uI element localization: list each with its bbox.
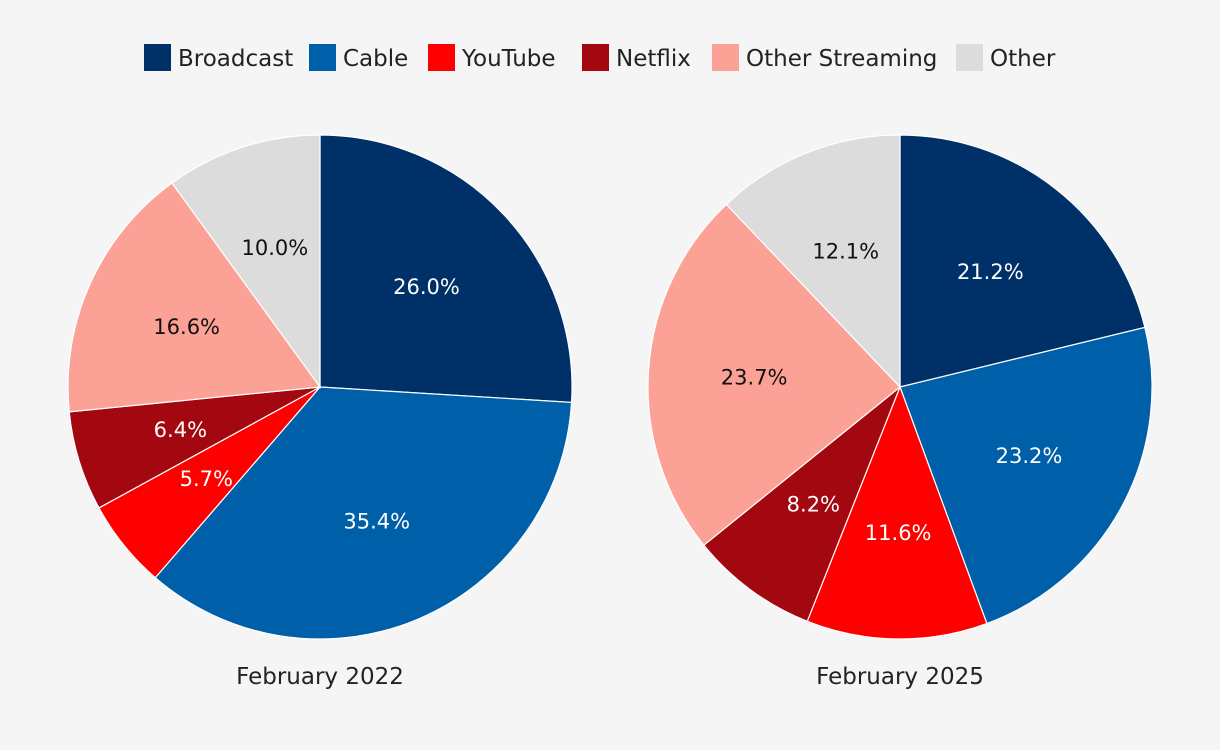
slice-label-cable: 23.2%	[996, 444, 1063, 468]
legend-label-other-streaming: Other Streaming	[746, 46, 937, 72]
slice-label-broadcast: 26.0%	[393, 275, 460, 299]
pie-title: February 2025	[816, 664, 984, 690]
pie-chart-february-2025: 21.2% 23.2% 11.6% 8.2% 23.7% 12.1% February 20…	[647, 134, 1153, 690]
pie-slice-broadcast	[319, 134, 573, 404]
pie-slice-other	[171, 134, 321, 389]
legend-label-other: Other	[990, 46, 1056, 72]
pie-slice-other-streaming	[67, 182, 322, 413]
pie-slice-other-streaming	[647, 203, 901, 547]
pie-slice-netflix	[702, 385, 902, 623]
slice-label-cable: 35.4%	[343, 510, 410, 534]
pie-slice-cable	[899, 326, 1153, 625]
legend-swatch-other	[956, 44, 983, 71]
slice-label-other-streaming: 16.6%	[153, 315, 220, 339]
legend-label-cable: Cable	[343, 46, 408, 72]
pie-slice-cable	[154, 386, 573, 640]
legend-label-netflix: Netflix	[616, 46, 691, 72]
slice-label-youtube: 11.6%	[865, 521, 932, 545]
legend-label-broadcast: Broadcast	[178, 46, 293, 72]
legend-swatch-broadcast	[144, 44, 171, 71]
pie-title: February 2022	[236, 664, 404, 690]
slice-label-netflix: 8.2%	[787, 493, 840, 517]
slice-label-other: 12.1%	[812, 239, 879, 263]
slice-label-netflix: 6.4%	[154, 418, 207, 442]
slice-label-other-streaming: 23.7%	[721, 365, 788, 389]
pie-slice-broadcast	[899, 134, 1146, 388]
slice-label-broadcast: 21.2%	[957, 260, 1024, 284]
slice-label-other: 10.0%	[242, 236, 309, 260]
legend-swatch-cable	[309, 44, 336, 71]
slice-label-youtube: 5.7%	[180, 467, 233, 491]
legend-label-youtube: YouTube	[461, 46, 556, 72]
legend-swatch-youtube	[428, 44, 455, 71]
pie-chart-february-2022: 26.0% 35.4% 5.7% 6.4% 16.6% 10.0% February 202…	[67, 134, 573, 690]
legend-swatch-netflix	[582, 44, 609, 71]
legend-swatch-other-streaming	[712, 44, 739, 71]
pie-slice-youtube	[806, 385, 988, 640]
pie-slice-other	[725, 134, 901, 389]
legend: Broadcast Cable YouTube Netflix Other Stream…	[144, 44, 1056, 72]
